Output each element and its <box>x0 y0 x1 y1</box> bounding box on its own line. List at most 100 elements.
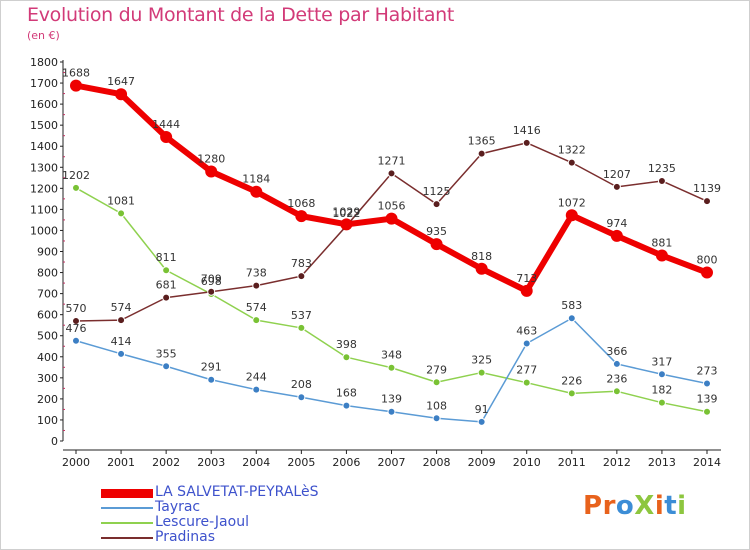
data-label: 273 <box>697 365 718 378</box>
series-layer <box>70 79 713 426</box>
data-label: 818 <box>471 250 492 263</box>
data-label: 236 <box>606 372 627 385</box>
data-point <box>207 287 216 296</box>
data-label: 414 <box>111 335 132 348</box>
data-point <box>703 379 711 388</box>
data-label: 1139 <box>693 182 721 195</box>
y-tick-label: 1700 <box>30 77 58 90</box>
y-tick-label: 1400 <box>30 140 58 153</box>
y-tick-label: 1500 <box>30 119 58 132</box>
x-tick-label: 2006 <box>332 456 360 469</box>
data-point <box>612 387 621 396</box>
legend-swatch <box>101 522 153 524</box>
y-tick-label: 400 <box>37 351 58 364</box>
data-label: 1235 <box>648 162 676 175</box>
data-label: 570 <box>66 302 87 315</box>
data-label: 783 <box>291 257 312 270</box>
data-point <box>612 182 621 191</box>
x-tick-label: 2007 <box>378 456 406 469</box>
data-label: 1029 <box>332 205 360 218</box>
data-point <box>162 362 171 371</box>
data-point <box>567 158 576 167</box>
data-point <box>655 249 668 262</box>
data-point <box>475 262 488 275</box>
data-label: 1022 <box>332 207 360 220</box>
data-label: 537 <box>291 309 312 322</box>
data-point <box>342 353 351 362</box>
data-point <box>477 149 486 158</box>
axes: 0 100 200 300 400 500 600 700 800 900 1000 1100 1200… <box>30 56 721 469</box>
data-label: 355 <box>156 347 177 360</box>
data-label: 738 <box>246 267 267 280</box>
data-point <box>117 209 126 218</box>
data-point <box>432 414 441 423</box>
data-point <box>522 378 531 387</box>
data-label: 291 <box>201 361 222 374</box>
data-label: 713 <box>516 272 537 285</box>
data-label: 1072 <box>558 196 586 209</box>
data-label: 1280 <box>197 152 225 165</box>
data-label: 1202 <box>62 169 90 182</box>
data-label: 91 <box>475 403 489 416</box>
data-label: 881 <box>651 237 672 250</box>
data-point <box>297 323 306 332</box>
data-point <box>701 266 713 279</box>
legend-label: Pradinas <box>155 529 216 545</box>
data-point <box>250 185 263 198</box>
legend-swatch <box>101 537 153 539</box>
data-label: 935 <box>426 225 447 238</box>
data-label: 398 <box>336 338 357 351</box>
data-label: 208 <box>291 378 312 391</box>
data-label: 1125 <box>423 185 451 198</box>
data-label: 1184 <box>242 173 270 186</box>
logo-letter: r <box>602 491 616 521</box>
data-label: 139 <box>697 393 718 406</box>
data-label: 1365 <box>468 135 496 148</box>
data-point <box>297 393 306 402</box>
y-tick-label: 100 <box>37 414 58 427</box>
data-label: 182 <box>651 384 672 397</box>
data-label: 277 <box>516 364 537 377</box>
data-label: 244 <box>246 371 267 384</box>
x-tick-label: 2003 <box>197 456 225 469</box>
x-tick-label: 2000 <box>62 456 90 469</box>
data-point <box>72 316 80 325</box>
x-tick-label: 2004 <box>242 456 270 469</box>
chart-title: Evolution du Montant de la Dette par Hab… <box>27 4 455 26</box>
data-label: 583 <box>561 299 582 312</box>
y-tick-label: 1200 <box>30 182 58 195</box>
data-point <box>252 281 261 290</box>
y-tick-label: 900 <box>37 246 58 259</box>
y-tick-label: 500 <box>37 330 58 343</box>
x-tick-label: 2009 <box>468 456 496 469</box>
data-point <box>115 88 128 101</box>
data-point <box>567 314 576 323</box>
data-label: 108 <box>426 399 447 412</box>
data-label: 1081 <box>107 194 135 207</box>
data-label: 574 <box>111 301 132 314</box>
data-label: 1068 <box>287 197 315 210</box>
y-tick-label: 200 <box>37 393 58 406</box>
x-tick-label: 2014 <box>693 456 721 469</box>
chart-subtitle: (en €) <box>27 29 60 42</box>
data-label: 1056 <box>378 200 406 213</box>
y-tick-label: 1800 <box>30 56 58 69</box>
data-point <box>703 407 711 416</box>
data-point <box>567 389 576 398</box>
data-label: 1688 <box>62 67 90 80</box>
x-tick-label: 2008 <box>423 456 451 469</box>
data-point <box>340 218 353 231</box>
data-point <box>432 378 441 387</box>
data-label: 366 <box>606 345 627 358</box>
data-point <box>477 417 486 426</box>
logo-letter: X <box>634 491 655 521</box>
legend-swatch <box>101 488 153 498</box>
y-tick-label: 1300 <box>30 161 58 174</box>
data-point <box>72 336 80 345</box>
data-labels: 1202 1081 811 698 574 537 398 348 279 325 277 226 23… <box>62 67 721 416</box>
data-label: 1416 <box>513 124 541 137</box>
logo-letter: i <box>677 491 687 521</box>
data-point <box>657 176 666 185</box>
x-tick-label: 2002 <box>152 456 180 469</box>
